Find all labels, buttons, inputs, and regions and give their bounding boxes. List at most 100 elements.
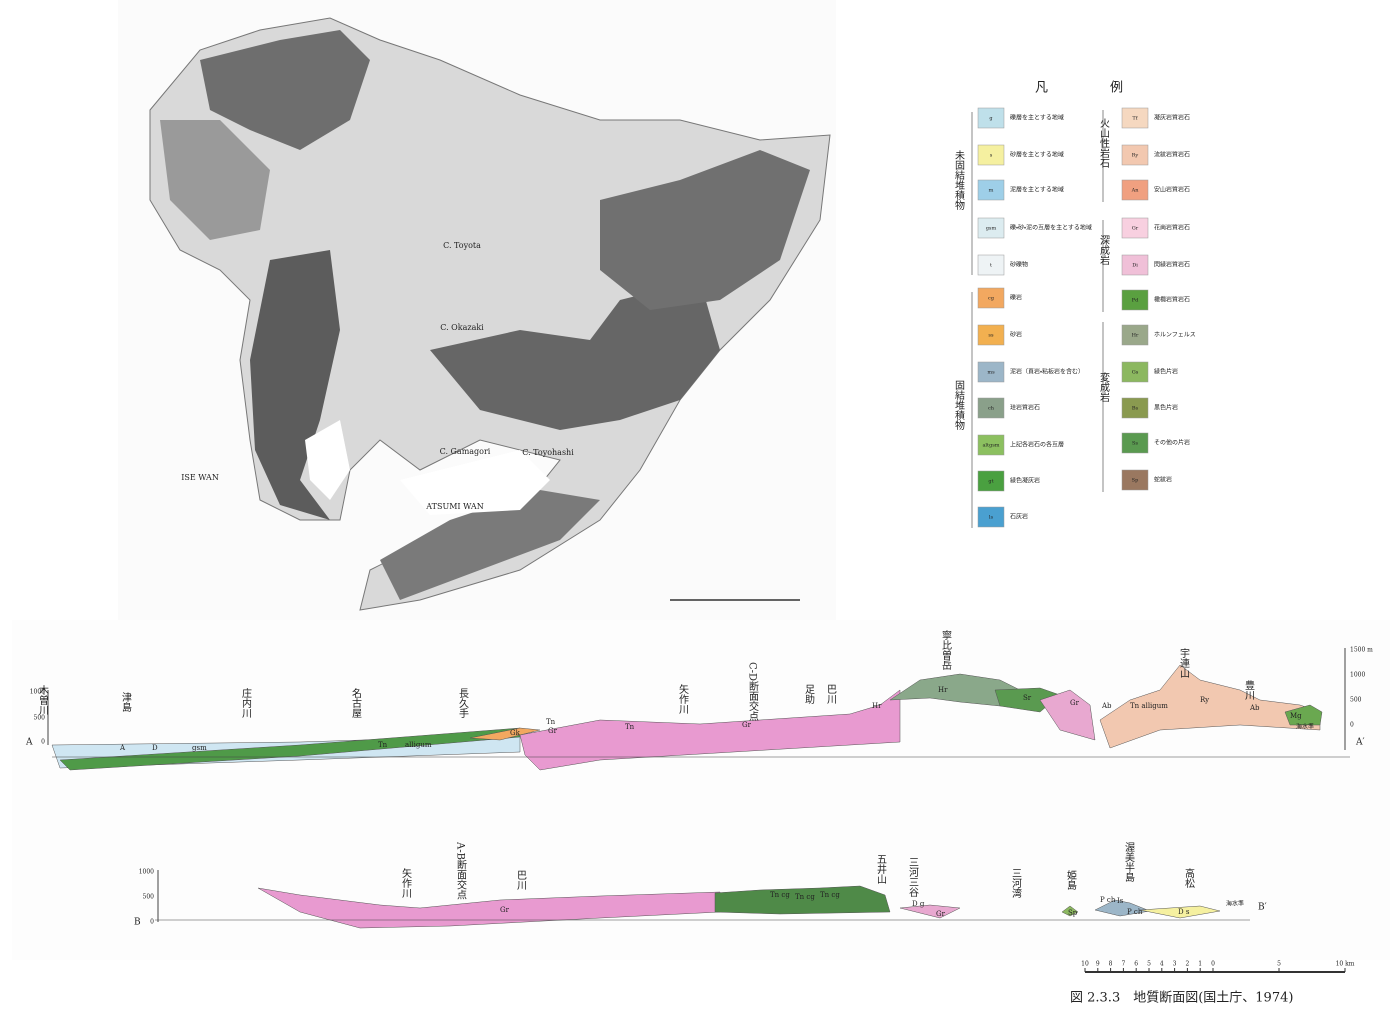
legend-swatch xyxy=(977,434,1005,456)
map-dark xyxy=(200,30,370,150)
place-label: 木曽川 xyxy=(37,685,49,715)
legend-code: s xyxy=(990,153,993,159)
unit-label: Hr xyxy=(872,702,882,710)
legend-label: 石灰岩 xyxy=(1010,513,1028,521)
legend-label: 緑色片岩 xyxy=(1154,368,1178,376)
unit-label: Tn xyxy=(546,718,556,726)
scale-tick-label: 10 km xyxy=(1336,961,1355,968)
sea-level-label: 海水準 xyxy=(1296,723,1314,731)
legend-label: ホルンフェルス xyxy=(1154,332,1196,339)
axis-label: 1000 xyxy=(139,869,154,876)
place-label: 巴川 xyxy=(825,684,837,704)
unit-label: Ab xyxy=(1101,702,1112,710)
legend-group: 深成岩 xyxy=(1098,235,1110,266)
axis-label: 500 xyxy=(1350,697,1362,704)
axis-label: 500 xyxy=(34,715,46,722)
unit-label: Tn cg xyxy=(820,891,840,899)
place-label: 宇連山 xyxy=(1178,648,1190,678)
scale-tick-label: 5 xyxy=(1147,961,1151,968)
legend-swatch xyxy=(1121,397,1149,419)
place-label: 寧比曽岳 xyxy=(940,629,952,671)
place-label: 矢作川 xyxy=(400,867,412,898)
legend-code: Sp xyxy=(1132,478,1139,484)
legend-swatch xyxy=(1121,324,1149,346)
legend-label: 砂岩 xyxy=(1010,331,1022,339)
place-label: 豊川 xyxy=(1243,679,1255,700)
unit-label: Gr xyxy=(742,721,752,729)
legend-swatch xyxy=(1121,254,1149,276)
axis-label: 0 xyxy=(41,739,45,746)
legend-code: gt xyxy=(988,479,993,485)
unit-label: Gr xyxy=(500,906,510,914)
place-label: 姫島 xyxy=(1065,869,1077,891)
place-label: 庄内川 xyxy=(240,688,252,718)
section-end-label: A xyxy=(25,738,33,748)
place-label: 足助 xyxy=(803,684,815,705)
legend-group: 変成岩 xyxy=(1098,371,1110,403)
unit-label: Tn cg xyxy=(795,893,815,901)
legend-code: An xyxy=(1131,188,1140,194)
legend-label: 礫層を主とする地域 xyxy=(1010,114,1064,122)
sea-level-label: 海水準 xyxy=(1226,900,1244,908)
unit-green xyxy=(59,727,521,771)
unit-label: Hr xyxy=(938,686,948,694)
unit-volcanic xyxy=(1099,664,1321,749)
legend-swatch xyxy=(977,470,1005,492)
unit-label: D g xyxy=(912,900,925,908)
legend-label: 安山岩質岩石 xyxy=(1154,186,1190,194)
map-sea xyxy=(305,420,350,500)
place-label: 長久手 xyxy=(457,688,469,719)
legend-swatch xyxy=(977,254,1005,276)
scale-tick-label: 3 xyxy=(1173,961,1177,968)
map-dark xyxy=(600,150,810,310)
scale-tick-label: 9 xyxy=(1096,961,1100,968)
legend-group: 未固結堆積物 xyxy=(953,150,965,211)
legend-label: 砂礫物 xyxy=(1010,261,1028,269)
unit-label: Gr xyxy=(936,910,946,918)
section-end-label: A′ xyxy=(1355,738,1365,748)
legend-swatch xyxy=(977,287,1005,309)
legend-swatch xyxy=(1121,469,1149,491)
unit-label: Tn alligum xyxy=(1130,702,1168,710)
place-label: 巴川 xyxy=(515,870,527,890)
unit-label: Tn cg xyxy=(770,891,790,899)
place-label: 高松 xyxy=(1183,867,1195,889)
place-label: 渥美半島 xyxy=(1123,842,1135,883)
place-label: C-D断面交点 xyxy=(747,662,759,722)
legend-code: altgsm xyxy=(982,443,999,449)
map-sea xyxy=(400,450,550,515)
legend-code: m xyxy=(989,188,994,194)
axis-label: 1000 xyxy=(1350,672,1365,679)
legend-label: 珪岩質岩石 xyxy=(1010,404,1040,412)
legend-code: Ss xyxy=(1132,441,1138,447)
map-label: ATSUMI WAN xyxy=(425,502,483,511)
legend-label: 礫・砂・泥の互層を主とする地域 xyxy=(1010,224,1092,232)
legend-code: Gs xyxy=(1132,370,1139,376)
place-label: 名古屋 xyxy=(350,687,362,718)
legend-code: gsm xyxy=(986,226,997,232)
scale-tick-label: 8 xyxy=(1109,961,1113,968)
legend-code: Ry xyxy=(1132,153,1139,159)
legend-swatch xyxy=(977,506,1005,528)
map-dark xyxy=(250,250,340,520)
map xyxy=(149,17,831,611)
unit-label: D xyxy=(152,744,158,752)
legend-code: Tf xyxy=(1132,116,1138,122)
unit-label: Is xyxy=(1117,897,1124,905)
legend-label: 礫岩 xyxy=(1010,294,1022,302)
legend-swatch xyxy=(1121,179,1149,201)
legend-title: 凡 xyxy=(1035,81,1048,96)
legend-label: 上記各岩石の各互層 xyxy=(1010,441,1064,449)
legend-code: ms xyxy=(987,370,995,376)
legend-swatch xyxy=(977,144,1005,166)
legend-label: 泥層を主とする地域 xyxy=(1010,186,1064,194)
legend-swatch xyxy=(1121,217,1149,239)
unit-label: Sp xyxy=(1068,909,1078,917)
unit-label: Gr xyxy=(1070,699,1080,707)
unit-granite xyxy=(899,904,961,919)
map-mid xyxy=(160,120,270,240)
legend-label: 蛇紋岩 xyxy=(1154,476,1172,484)
legend-code: ls xyxy=(989,515,994,521)
legend-swatch xyxy=(977,217,1005,239)
unit-label: alligum xyxy=(405,741,432,749)
